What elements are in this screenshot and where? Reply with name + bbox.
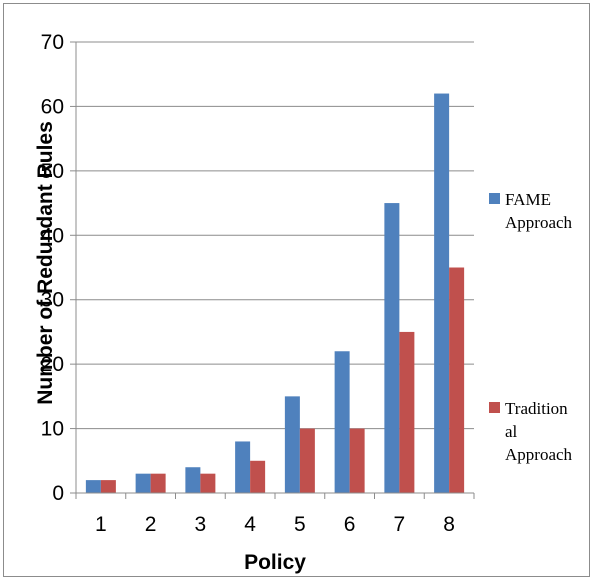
legend-swatch-traditional (489, 402, 500, 413)
bar-fame-7 (384, 203, 400, 494)
legend-label-fame: FAME Approach (505, 190, 573, 232)
bar-series (85, 93, 465, 494)
y-tick-label: 70 (41, 31, 64, 54)
legend-label-traditional: Tradition al Approach (505, 399, 573, 464)
bar-fame-2 (135, 473, 151, 493)
gridlines (76, 41, 474, 430)
y-tick-label: 20 (41, 353, 64, 376)
bar-chart: 0 10 20 30 40 50 60 70 1 2 3 4 5 6 7 8 Number of Redun… (34, 31, 573, 574)
x-tick-label: 4 (244, 513, 256, 536)
chart-frame: 0 10 20 30 40 50 60 70 1 2 3 4 5 6 7 8 Number of Redun… (3, 3, 590, 577)
bar-traditional-8 (449, 267, 465, 493)
bar-traditional-6 (349, 428, 365, 493)
bar-fame-8 (434, 93, 450, 494)
y-tick-labels: 0 10 20 30 40 50 60 70 (41, 31, 64, 505)
bar-traditional-1 (100, 480, 116, 493)
bar-fame-3 (185, 467, 201, 493)
x-tick-label: 7 (394, 513, 406, 536)
legend: FAME Approach Tradition al Approach (489, 190, 573, 464)
bar-fame-4 (235, 441, 251, 493)
x-tick-label: 5 (294, 513, 306, 536)
bar-traditional-5 (299, 428, 315, 493)
legend-swatch-fame (489, 193, 500, 204)
axes (70, 41, 475, 499)
y-tick-label: 40 (41, 224, 64, 247)
y-axis-title: Number of Redundant Rules (34, 121, 57, 405)
bar-fame-1 (85, 480, 101, 493)
x-tick-label: 8 (443, 513, 455, 536)
x-tick-label: 2 (145, 513, 157, 536)
y-tick-label: 0 (52, 482, 64, 505)
x-tick-labels: 1 2 3 4 5 6 7 8 (95, 513, 455, 536)
bar-traditional-7 (399, 331, 415, 493)
y-tick-label: 30 (41, 289, 64, 312)
x-tick-label: 1 (95, 513, 107, 536)
bar-traditional-3 (200, 473, 216, 493)
x-tick-label: 3 (195, 513, 207, 536)
bar-traditional-2 (150, 473, 166, 493)
bar-fame-5 (284, 396, 300, 493)
y-tick-label: 10 (41, 418, 64, 441)
bar-fame-6 (334, 351, 350, 493)
y-tick-label: 60 (41, 95, 64, 118)
bar-traditional-4 (250, 460, 266, 493)
x-tick-label: 6 (344, 513, 356, 536)
y-tick-label: 50 (41, 160, 64, 183)
x-axis-title: Policy (244, 551, 306, 574)
